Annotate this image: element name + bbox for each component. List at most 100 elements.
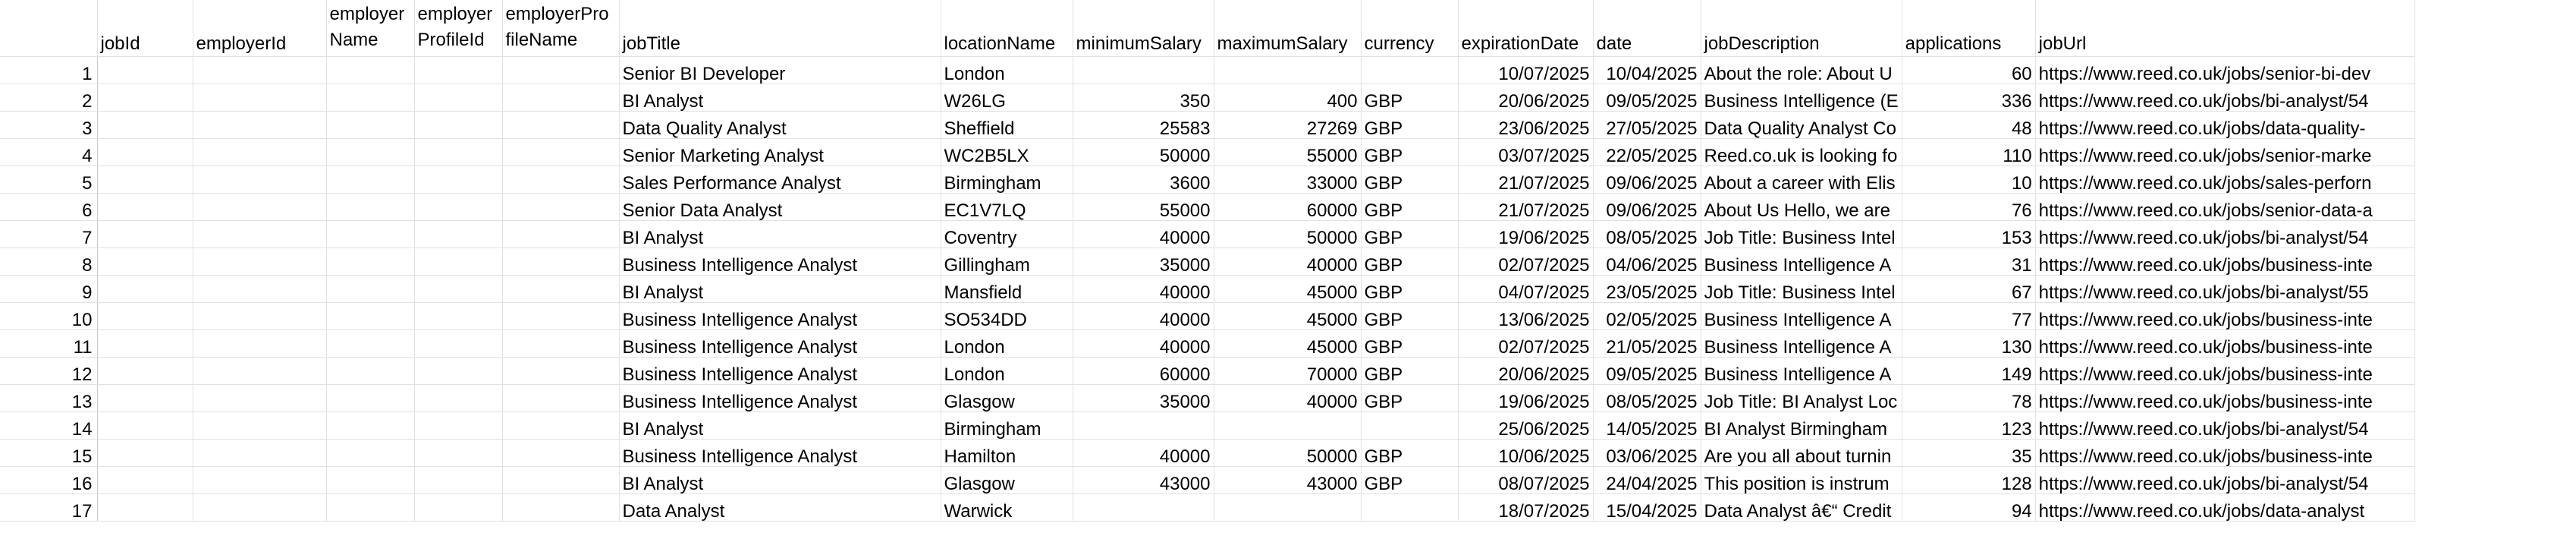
cell-jobUrl[interactable]: https://www.reed.co.uk/jobs/bi-analyst/5… [2035,275,2415,303]
cell-employerName[interactable] [326,220,415,248]
cell-jobDescription[interactable]: BI Analyst Birmingham [1701,411,1902,440]
cell-jobUrl[interactable]: https://www.reed.co.uk/jobs/business-int… [2035,439,2415,467]
cell-currency[interactable] [1361,411,1459,440]
cell-employerProfileId[interactable] [414,247,503,276]
row-number[interactable]: 5 [0,166,98,194]
cell-applications[interactable]: 110 [1902,138,2036,166]
cell-currency[interactable]: GBP [1361,357,1459,385]
cell-expirationDate[interactable]: 02/07/2025 [1458,329,1594,358]
cell-maximumSalary[interactable]: 45000 [1214,329,1362,358]
column-header-locationName[interactable]: locationName [941,0,1073,57]
cell-jobDescription[interactable]: Business Intelligence A [1701,302,1902,330]
cell-jobUrl[interactable]: https://www.reed.co.uk/jobs/business-int… [2035,329,2415,358]
cell-employerProfileId[interactable] [414,302,503,330]
cell-expirationDate[interactable]: 23/06/2025 [1458,111,1594,139]
cell-locationName[interactable]: Hamilton [941,439,1073,467]
cell-jobId[interactable] [97,138,193,166]
cell-applications[interactable]: 35 [1902,439,2036,467]
cell-jobId[interactable] [97,439,193,467]
cell-jobTitle[interactable]: Business Intelligence Analyst [619,439,941,467]
cell-employerProfileId[interactable] [414,466,503,494]
cell-jobId[interactable] [97,302,193,330]
cell-locationName[interactable]: London [941,329,1073,358]
cell-currency[interactable]: GBP [1361,439,1459,467]
cell-employerName[interactable] [326,56,415,84]
cell-jobUrl[interactable]: https://www.reed.co.uk/jobs/senior-marke [2035,138,2415,166]
cell-applications[interactable]: 149 [1902,357,2036,385]
cell-employerName[interactable] [326,329,415,358]
cell-minimumSalary[interactable]: 25583 [1073,111,1214,139]
cell-employerName[interactable] [326,357,415,385]
cell-date[interactable]: 22/05/2025 [1593,138,1701,166]
cell-currency[interactable]: GBP [1361,466,1459,494]
cell-jobDescription[interactable]: Business Intelligence (E [1701,84,1902,112]
cell-maximumSalary[interactable]: 50000 [1214,220,1362,248]
row-number[interactable]: 3 [0,111,98,139]
cell-applications[interactable]: 10 [1902,166,2036,194]
cell-employerId[interactable] [193,439,327,467]
cell-employerId[interactable] [193,166,327,194]
cell-jobUrl[interactable]: https://www.reed.co.uk/jobs/data-quality… [2035,111,2415,139]
cell-jobUrl[interactable]: https://www.reed.co.uk/jobs/senior-bi-de… [2035,56,2415,84]
cell-jobTitle[interactable]: Senior BI Developer [619,56,941,84]
cell-maximumSalary[interactable]: 43000 [1214,466,1362,494]
cell-jobDescription[interactable]: Job Title: BI Analyst Loc [1701,384,1902,412]
cell-applications[interactable]: 78 [1902,384,2036,412]
cell-jobTitle[interactable]: Business Intelligence Analyst [619,329,941,358]
cell-jobDescription[interactable]: About Us Hello, we are [1701,193,1902,221]
cell-jobDescription[interactable]: This position is instrum [1701,466,1902,494]
cell-expirationDate[interactable]: 25/06/2025 [1458,411,1594,440]
cell-locationName[interactable]: SO534DD [941,302,1073,330]
cell-jobDescription[interactable]: About the role: About U [1701,56,1902,84]
cell-maximumSalary[interactable]: 400 [1214,84,1362,112]
cell-employerProfileName[interactable] [502,466,620,494]
column-header-currency[interactable]: currency [1361,0,1459,57]
cell-jobDescription[interactable]: About a career with Elis [1701,166,1902,194]
cell-expirationDate[interactable]: 19/06/2025 [1458,220,1594,248]
cell-currency[interactable]: GBP [1361,111,1459,139]
cell-jobTitle[interactable]: BI Analyst [619,466,941,494]
cell-locationName[interactable]: Gillingham [941,247,1073,276]
cell-employerName[interactable] [326,411,415,440]
cell-maximumSalary[interactable] [1214,411,1362,440]
cell-jobUrl[interactable]: https://www.reed.co.uk/jobs/business-int… [2035,302,2415,330]
cell-expirationDate[interactable]: 18/07/2025 [1458,493,1594,522]
cell-jobId[interactable] [97,247,193,276]
row-number[interactable]: 2 [0,84,98,112]
cell-employerProfileName[interactable] [502,247,620,276]
cell-employerProfileId[interactable] [414,384,503,412]
cell-jobId[interactable] [97,84,193,112]
cell-minimumSalary[interactable] [1073,493,1214,522]
cell-expirationDate[interactable]: 20/06/2025 [1458,84,1594,112]
cell-employerProfileId[interactable] [414,439,503,467]
cell-jobTitle[interactable]: BI Analyst [619,84,941,112]
cell-maximumSalary[interactable] [1214,493,1362,522]
cell-date[interactable]: 09/05/2025 [1593,84,1701,112]
cell-minimumSalary[interactable]: 40000 [1073,329,1214,358]
cell-employerId[interactable] [193,193,327,221]
cell-employerName[interactable] [326,466,415,494]
cell-jobTitle[interactable]: Business Intelligence Analyst [619,247,941,276]
row-number[interactable]: 7 [0,220,98,248]
cell-jobId[interactable] [97,111,193,139]
cell-jobTitle[interactable]: Sales Performance Analyst [619,166,941,194]
cell-jobTitle[interactable]: BI Analyst [619,220,941,248]
cell-employerId[interactable] [193,302,327,330]
cell-minimumSalary[interactable]: 350 [1073,84,1214,112]
cell-minimumSalary[interactable]: 3600 [1073,166,1214,194]
column-header-date[interactable]: date [1593,0,1701,57]
cell-expirationDate[interactable]: 13/06/2025 [1458,302,1594,330]
cell-applications[interactable]: 76 [1902,193,2036,221]
row-number[interactable]: 16 [0,466,98,494]
cell-jobDescription[interactable]: Job Title: Business Intel [1701,220,1902,248]
cell-date[interactable]: 08/05/2025 [1593,384,1701,412]
column-header-employerProfileName[interactable]: employerPro fileName [502,0,620,57]
cell-applications[interactable]: 128 [1902,466,2036,494]
cell-jobTitle[interactable]: Senior Data Analyst [619,193,941,221]
cell-date[interactable]: 10/04/2025 [1593,56,1701,84]
cell-jobTitle[interactable]: Business Intelligence Analyst [619,302,941,330]
cell-expirationDate[interactable]: 04/07/2025 [1458,275,1594,303]
cell-expirationDate[interactable]: 10/07/2025 [1458,56,1594,84]
cell-applications[interactable]: 130 [1902,329,2036,358]
cell-currency[interactable] [1361,493,1459,522]
